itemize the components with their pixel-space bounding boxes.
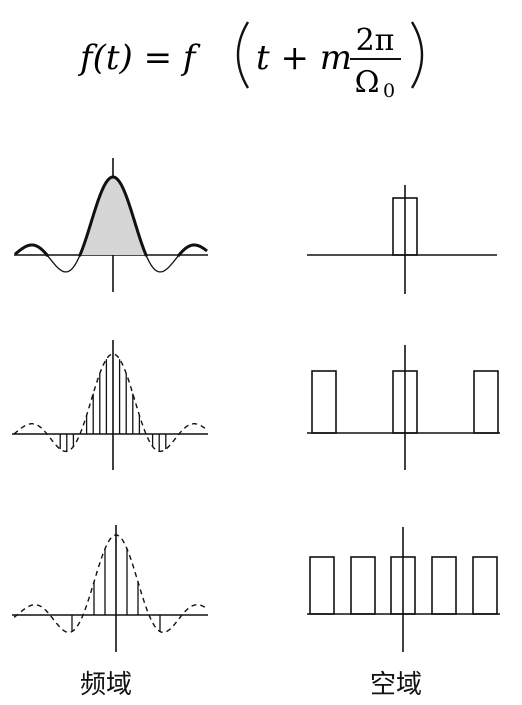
sample-lines-group (71, 548, 161, 632)
rect-pulse (309, 556, 335, 615)
space-panel-3 (307, 527, 500, 652)
sinc-envelope-dashed (13, 353, 208, 453)
rect-pulse (431, 556, 457, 615)
sinc-curve-positive (14, 175, 208, 258)
freq-panel-2 (12, 340, 208, 470)
freq-panel-1 (14, 158, 208, 292)
rect-pulse (392, 370, 418, 434)
right-paren (410, 21, 424, 89)
sinc-envelope-dashed (13, 534, 208, 634)
rect-pulse (392, 197, 418, 256)
rect-pulse (390, 556, 416, 615)
sinc-curve-negative (14, 253, 181, 273)
periodicity-formula: f(t) = f t + m 2π Ω 0 (0, 12, 522, 102)
freq-panel-3 (12, 525, 208, 652)
main-lobe-fill (80, 177, 146, 255)
rect-pulse (311, 370, 337, 434)
pulse-group (392, 197, 418, 256)
rect-pulse (472, 556, 498, 615)
sample-lines-group (59, 359, 167, 452)
caption-spatial-domain: 空域 (370, 670, 423, 700)
formula-arg-prefix: t + m (256, 38, 352, 78)
formula-numerator: 2π (356, 23, 395, 58)
rect-pulse (473, 370, 499, 434)
formula-svg: f(t) = f t + m 2π Ω 0 (77, 21, 424, 102)
formula-denominator-subscript: 0 (383, 80, 395, 98)
space-panel-2 (307, 345, 500, 470)
left-paren (236, 21, 250, 89)
formula-denominator: Ω (355, 65, 380, 98)
caption-frequency-domain: 频域 (80, 670, 133, 700)
formula-lhs: f(t) = f (77, 38, 201, 78)
pulse-group (309, 556, 498, 615)
space-panel-1 (307, 185, 497, 294)
rect-pulse (350, 556, 376, 615)
pulse-group (311, 370, 499, 434)
